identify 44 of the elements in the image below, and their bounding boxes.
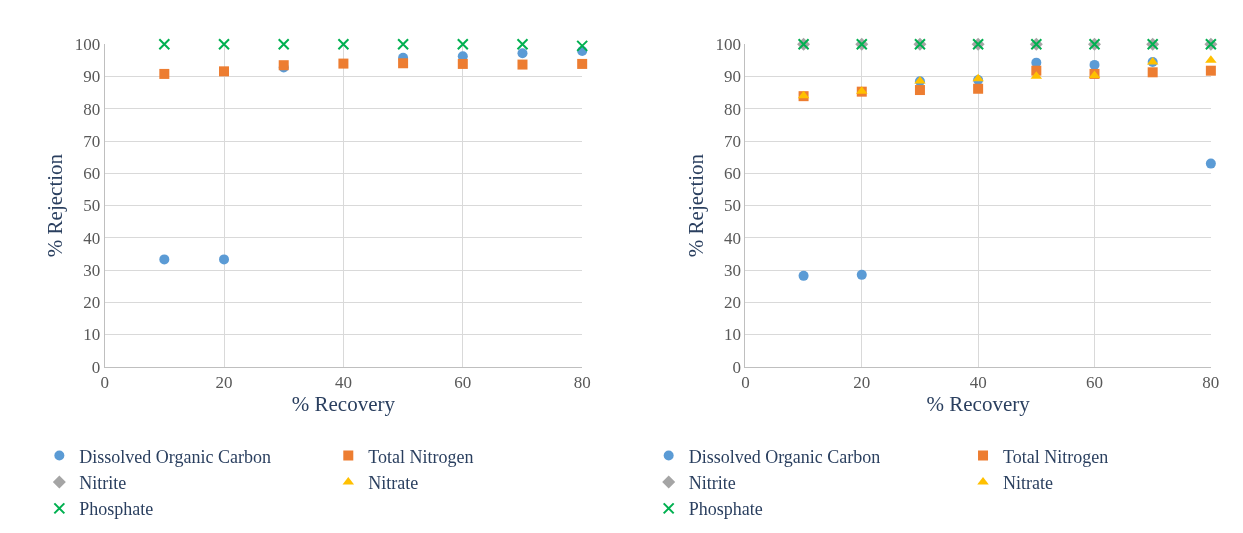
y-axis-title: % Rejection: [683, 153, 708, 258]
legend-label: Nitrate: [1003, 472, 1054, 493]
x-tick-label: 80: [1202, 373, 1220, 393]
y-tick-label: 60: [83, 164, 101, 184]
x-tick-label: 80: [573, 373, 591, 393]
x-tick-label: 60: [1086, 373, 1103, 393]
y-tick-label: 0: [91, 357, 101, 377]
y-tick-label: 10: [724, 325, 741, 345]
y-tick-label: 30: [724, 260, 741, 280]
y-tick-label: 20: [83, 293, 101, 313]
y-axis-title: % Rejection: [42, 153, 67, 258]
legend-label: Nitrite: [79, 472, 127, 493]
legend-label: Total Nitrogen: [368, 446, 474, 467]
y-tick-label: 80: [724, 99, 741, 119]
y-tick-label: 30: [83, 260, 101, 280]
y-tick-label: 10: [83, 325, 101, 345]
y-tick-label: 40: [724, 228, 741, 248]
y-tick-label: 60: [724, 164, 741, 184]
legend-label: Total Nitrogen: [1003, 446, 1109, 467]
y-tick-label: 40: [83, 228, 101, 248]
x-tick-label: 40: [969, 373, 987, 393]
x-axis-title: % Recovery: [926, 392, 1031, 417]
y-tick-label: 100: [715, 35, 741, 55]
y-tick-label: 90: [724, 67, 741, 87]
y-tick-label: 80: [83, 99, 101, 119]
y-tick-label: 90: [83, 67, 101, 87]
legend-label: Dissolved Organic Carbon: [688, 446, 881, 467]
y-tick-label: 0: [732, 357, 741, 377]
x-tick-label: 60: [454, 373, 472, 393]
y-tick-label: 100: [74, 35, 101, 55]
x-tick-label: 20: [853, 373, 871, 393]
y-tick-label: 50: [724, 196, 741, 216]
legend-label: Phosphate: [688, 499, 763, 520]
legend-label: Dissolved Organic Carbon: [79, 446, 271, 467]
x-tick-label: 40: [334, 373, 352, 393]
legend-label: Phosphate: [79, 499, 154, 520]
y-tick-label: 70: [83, 131, 101, 151]
y-tick-label: 70: [724, 131, 741, 151]
x-tick-label: 20: [215, 373, 233, 393]
y-tick-label: 50: [83, 196, 101, 216]
legend-label: Nitrate: [368, 472, 419, 493]
x-axis-title: % Recovery: [291, 392, 396, 417]
legend-label: Nitrite: [688, 472, 736, 493]
y-tick-label: 20: [724, 293, 741, 313]
